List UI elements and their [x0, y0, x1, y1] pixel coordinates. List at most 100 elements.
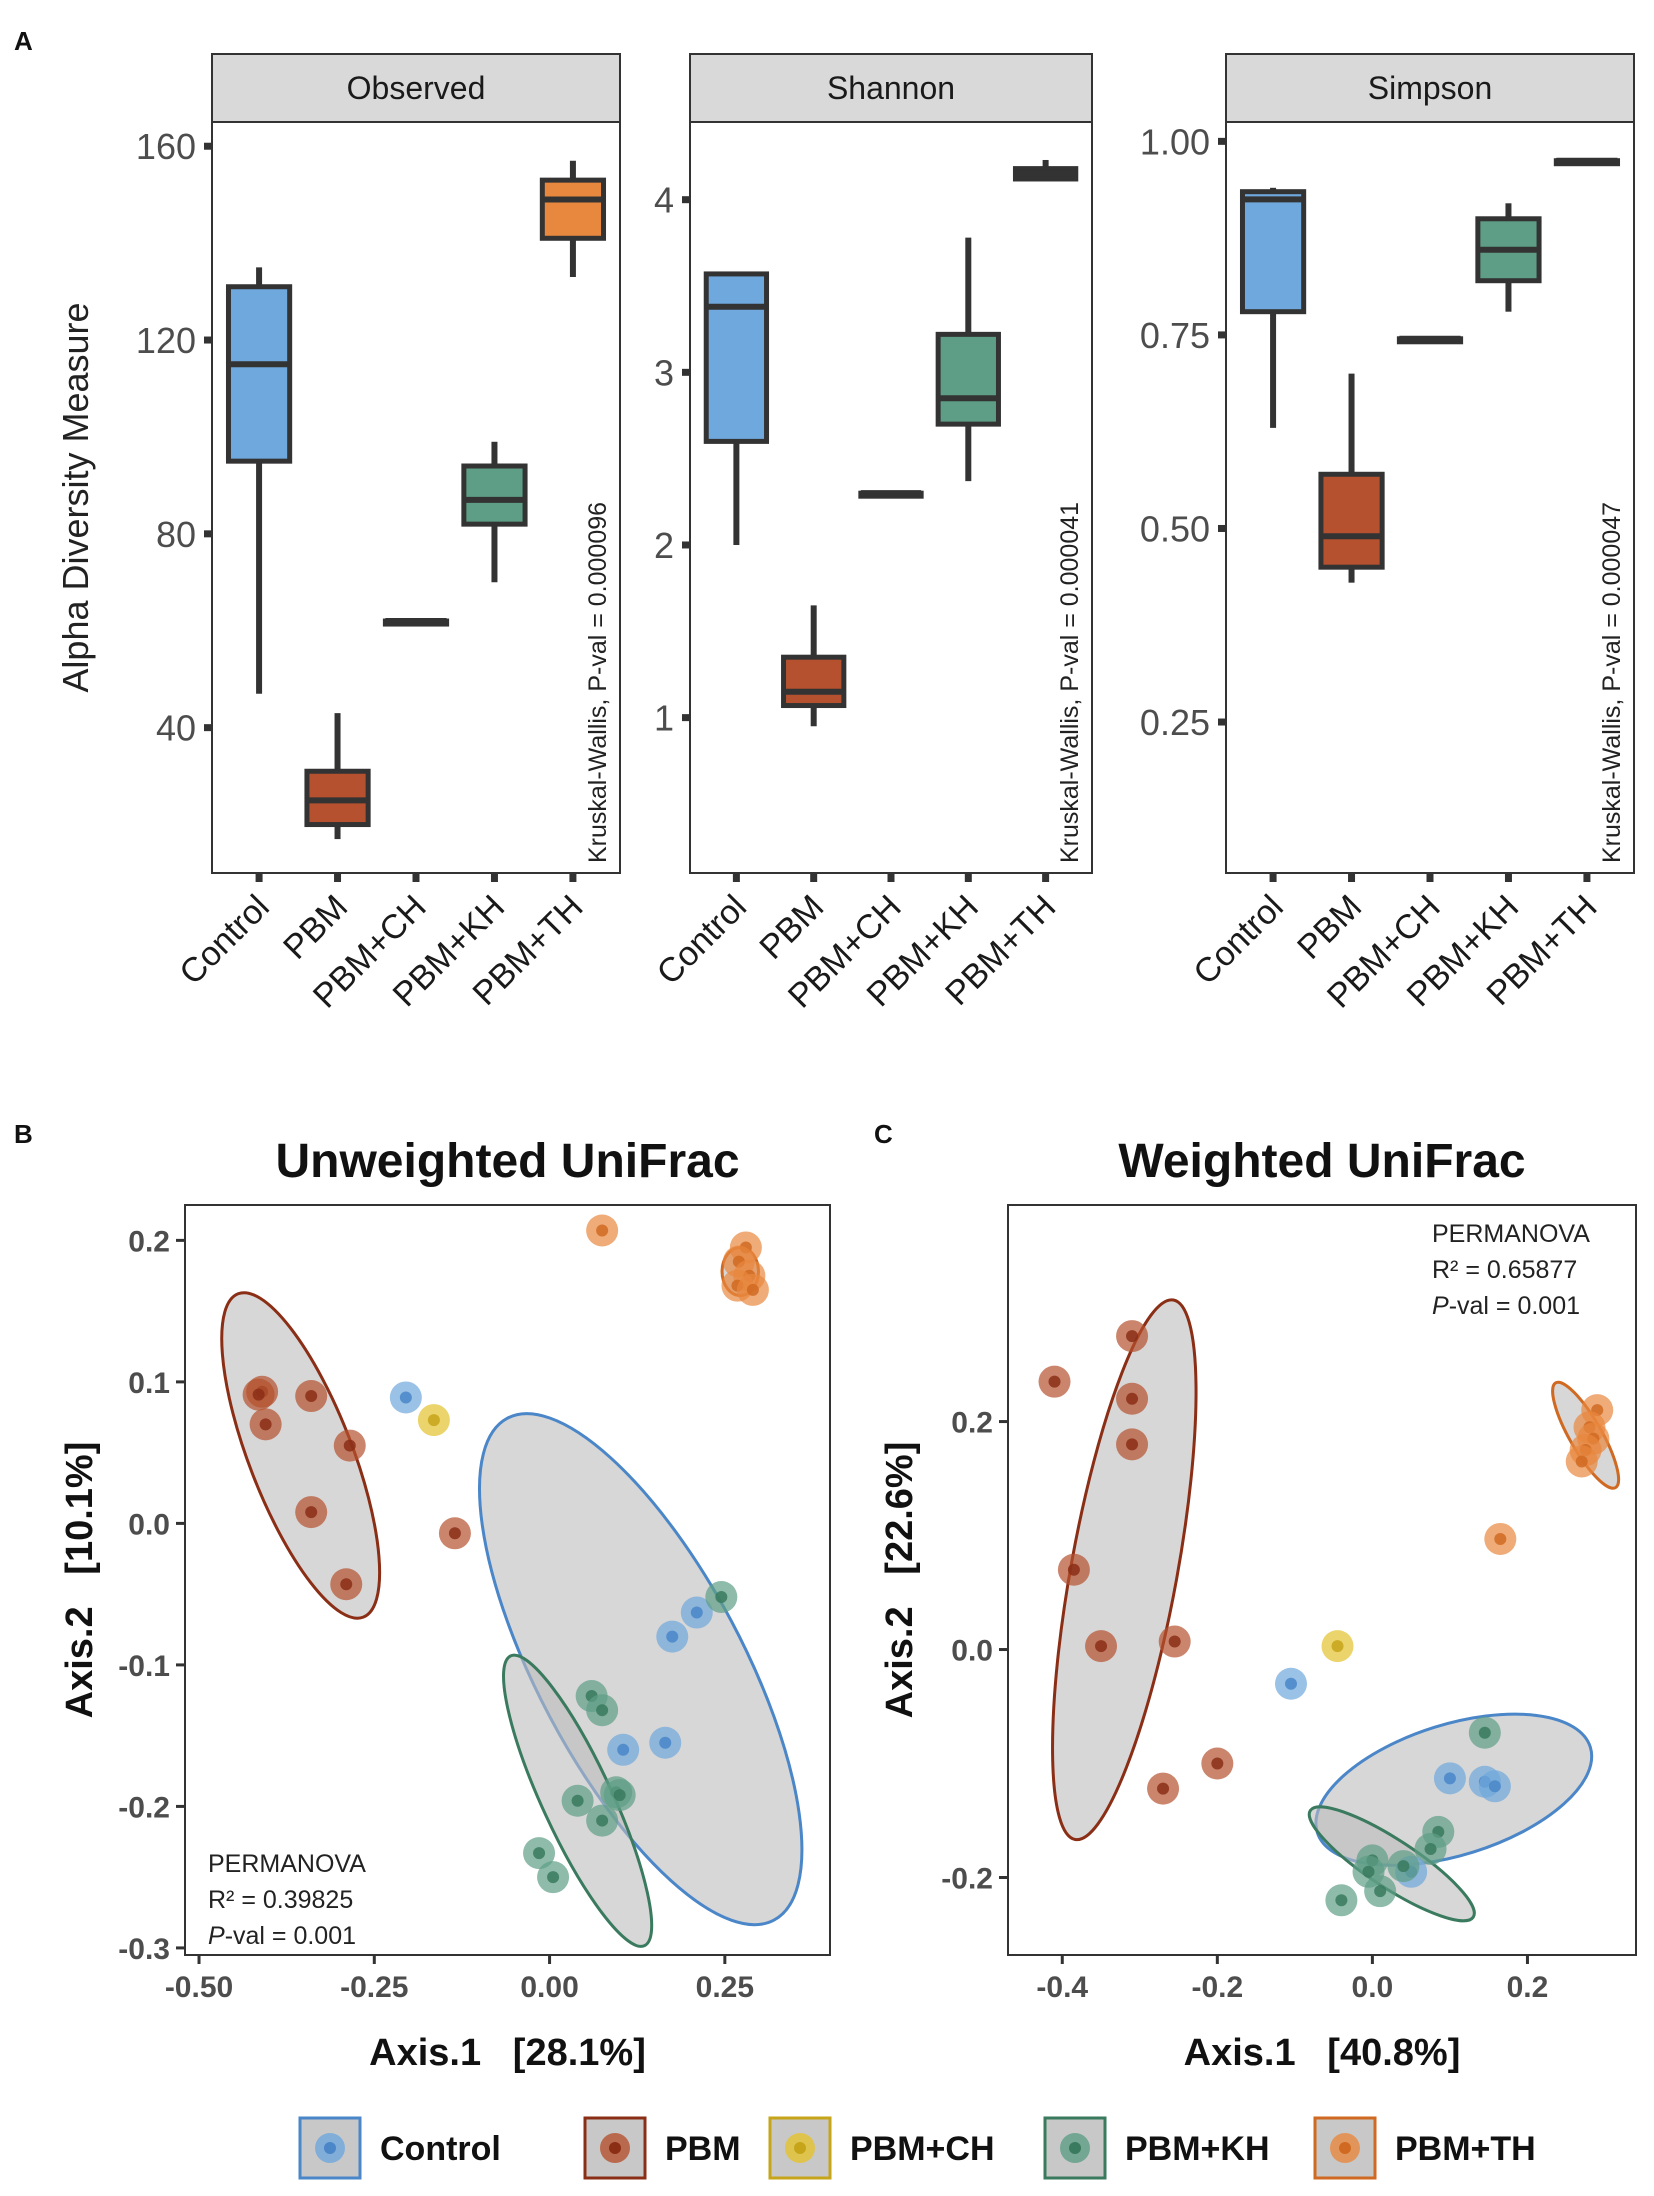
kruskal-wallis-shannon: Kruskal-Wallis, P-val = 0.000041: [1056, 502, 1084, 863]
facet-title-observed: Observed: [347, 70, 486, 106]
y-tick-label: 0.1: [128, 1367, 170, 1400]
point-pbm: [1116, 1320, 1149, 1353]
y-tick-label: -0.1: [118, 1650, 170, 1683]
y-tick-label: 0.25: [1140, 702, 1210, 743]
point-core: [1397, 1860, 1410, 1873]
point-pbm: [333, 1429, 366, 1462]
legend-item-pbm: PBM: [583, 2116, 741, 2180]
y-tick-label: 1.00: [1140, 121, 1210, 162]
point-pbm: [438, 1517, 471, 1550]
simpson-panel: Simpson Kruskal-Wallis, P-val = 0.000047…: [1140, 53, 1635, 1016]
y-tick-label: 1: [654, 698, 674, 739]
x-tick-label: 0.2: [1507, 1971, 1549, 2004]
pval-rest-weighted: -val = 0.001: [1449, 1292, 1580, 1320]
legend-point-core: [609, 2142, 621, 2154]
plot-area-observed: [212, 122, 620, 873]
point-core: [659, 1736, 672, 1749]
point-core: [596, 1704, 609, 1717]
legend-label-control: Control: [380, 2130, 501, 2168]
legend-label-pbm-th: PBM+TH: [1395, 2130, 1536, 2168]
point-core: [666, 1630, 679, 1643]
x-tick-label: 0.0: [1352, 1971, 1394, 2004]
point-core: [1374, 1885, 1387, 1898]
box-body: [1318, 471, 1385, 570]
point-core: [1067, 1563, 1080, 1576]
box-pbm-ch: [382, 618, 450, 627]
boxplot-marks-observed: [225, 160, 607, 840]
point-core: [1424, 1842, 1437, 1855]
permanova-heading-unweighted: PERMANOVA: [208, 1850, 366, 1878]
point-core: [596, 1224, 609, 1237]
unweighted-unifrac-panel: Unweighted UniFrac PERMANOVA R² = 0.3982…: [59, 1135, 831, 2074]
box-pbm-th: [1553, 157, 1621, 167]
point-core: [1443, 1772, 1456, 1785]
y-tick-label: -0.2: [941, 1862, 993, 1895]
x-tick-label: -0.50: [165, 1971, 233, 2004]
box-body: [935, 331, 1001, 427]
shannon-panel: Shannon Kruskal-Wallis, P-val = 0.000041…: [650, 53, 1093, 1016]
y-tick-label: 3: [654, 352, 674, 393]
box-body: [781, 654, 847, 709]
facet-title-simpson: Simpson: [1368, 70, 1493, 106]
point-pbm: [1085, 1630, 1118, 1663]
x-tick-label: -0.25: [340, 1971, 408, 2004]
point-pbm: [1201, 1747, 1234, 1780]
unweighted-ylabel: Axis.2 [10.1%]: [59, 1442, 101, 1719]
alpha-diversity-ylabel: Alpha Diversity Measure: [55, 302, 96, 692]
point-pbm-kh: [1364, 1875, 1397, 1908]
point-core: [1126, 1438, 1139, 1451]
y-tick-label: -0.2: [118, 1791, 170, 1824]
box-pbm: [1318, 373, 1385, 583]
y-tick-label: 2: [654, 525, 674, 566]
box-pbm-ch: [1396, 335, 1464, 345]
point-control: [1433, 1762, 1466, 1795]
point-core: [343, 1439, 356, 1452]
y-tick-label: 80: [156, 514, 196, 555]
point-core: [596, 1814, 609, 1827]
point-core: [1494, 1532, 1507, 1545]
y-tick-label: 40: [156, 708, 196, 749]
point-pbm-kh: [1325, 1884, 1358, 1917]
point-pbm-kh: [537, 1861, 570, 1894]
legend-point-core: [1069, 2142, 1081, 2154]
point-core: [1488, 1780, 1501, 1793]
y-tick-label: 0.75: [1140, 315, 1210, 356]
box-control: [703, 271, 770, 545]
point-core: [571, 1794, 584, 1807]
point-pbm-kh: [1468, 1716, 1501, 1749]
point-pbm-kh: [1387, 1850, 1420, 1883]
box-pbm-kh: [935, 237, 1001, 482]
point-core: [547, 1871, 560, 1884]
y-tick-label: 0.0: [951, 1635, 993, 1668]
box-pbm-ch: [858, 490, 924, 499]
point-pbm-kh: [586, 1694, 619, 1727]
point-pbm: [249, 1408, 282, 1441]
point-core: [1095, 1640, 1108, 1653]
point-pbm: [1116, 1428, 1149, 1461]
point-pbm-ch: [1321, 1630, 1354, 1663]
box-pbm: [304, 713, 371, 840]
point-control: [649, 1726, 682, 1759]
point-pbm-kh: [561, 1784, 594, 1817]
permanova-pval-unweighted: P-val = 0.001: [208, 1922, 356, 1950]
point-core: [1284, 1677, 1297, 1690]
plot-frame-weighted: [1007, 1204, 1637, 1956]
unweighted-unifrac-title: Unweighted UniFrac: [275, 1135, 739, 1188]
permanova-r2-unweighted: R² = 0.39825: [208, 1886, 353, 1914]
y-tick-label: -0.3: [118, 1933, 170, 1966]
point-pbm-kh: [523, 1837, 556, 1870]
point-pbm: [1158, 1625, 1191, 1658]
point-core: [715, 1590, 728, 1603]
point-control: [607, 1733, 640, 1766]
point-pbm: [1147, 1772, 1180, 1805]
y-tick-label: 0.50: [1140, 508, 1210, 549]
pval-rest-unweighted: -val = 0.001: [225, 1922, 356, 1950]
box-pbm-th: [539, 160, 607, 278]
box-pbm: [781, 605, 847, 727]
observed-panel: Observed Kruskal-Wallis, P-val = 0.00009…: [136, 53, 621, 1016]
weighted-unifrac-panel: Weighted UniFrac PERMANOVA R² = 0.65877 …: [879, 1135, 1637, 2074]
weighted-xlabel: Axis.1 [40.8%]: [1184, 2032, 1461, 2074]
boxplot-marks-simpson: [1239, 157, 1621, 583]
point-pbm-th: [736, 1273, 769, 1306]
